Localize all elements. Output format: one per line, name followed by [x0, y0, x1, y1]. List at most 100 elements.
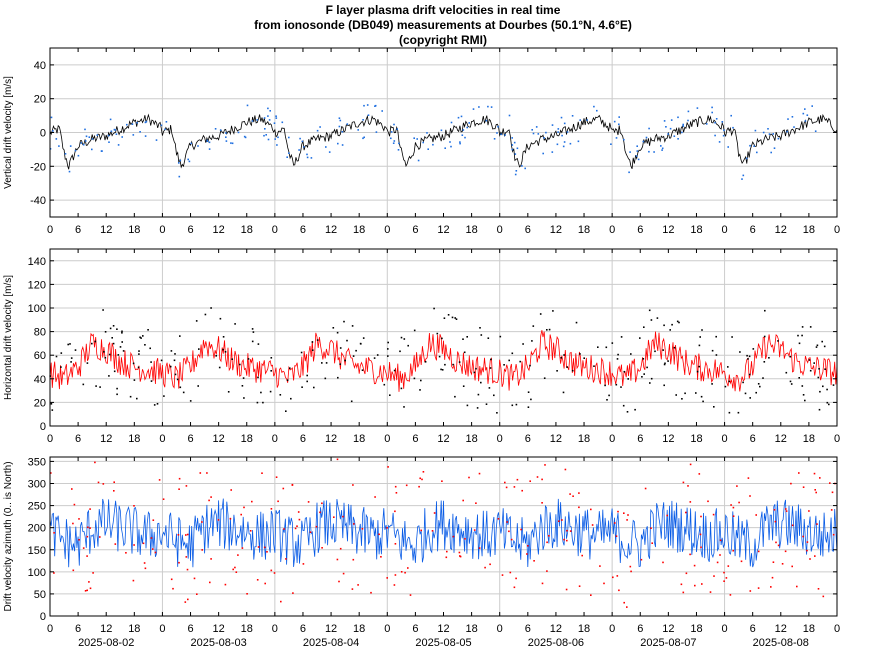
- data-point: [209, 581, 211, 584]
- data-point: [243, 135, 246, 138]
- data-point: [91, 138, 94, 140]
- x-tick-label: 0: [497, 623, 503, 635]
- data-point: [346, 339, 348, 342]
- data-point: [139, 131, 141, 133]
- data-point: [241, 547, 244, 549]
- data-point: [514, 153, 517, 155]
- data-point: [219, 129, 222, 131]
- x-tick-label: 18: [803, 224, 815, 236]
- x-tick-label: 18: [128, 224, 140, 236]
- x-tick-label: 6: [637, 433, 643, 445]
- data-point: [541, 502, 543, 504]
- data-point: [179, 335, 181, 337]
- data-point: [53, 572, 55, 574]
- data-point: [586, 119, 588, 121]
- data-point: [338, 117, 341, 119]
- data-point: [178, 561, 180, 564]
- data-point: [501, 574, 504, 576]
- y-tick-label: 20: [34, 397, 46, 409]
- data-point: [774, 520, 777, 523]
- data-point: [242, 377, 245, 379]
- data-point: [121, 332, 123, 334]
- x-tick-label: 18: [578, 433, 590, 445]
- x-tick-label: 12: [775, 224, 787, 236]
- data-point: [472, 108, 475, 110]
- data-point: [267, 138, 270, 141]
- data-point: [770, 586, 772, 588]
- data-point: [424, 361, 427, 363]
- data-point: [503, 364, 505, 366]
- data-point: [266, 551, 268, 553]
- data-point: [511, 144, 514, 146]
- x-tick-label: 0: [47, 433, 53, 445]
- data-point: [133, 544, 135, 546]
- data-point: [560, 116, 563, 119]
- data-point: [539, 313, 542, 315]
- data-point: [112, 325, 115, 327]
- y-tick-label: 0: [40, 421, 46, 433]
- y-axis-label: Drift velocity azimuth (0.. is North): [3, 461, 14, 611]
- x-tick-label: 12: [437, 224, 449, 236]
- data-point: [747, 477, 750, 479]
- data-point: [395, 492, 398, 494]
- data-point: [477, 393, 480, 396]
- data-point: [767, 128, 769, 130]
- x-tick-label: 18: [241, 623, 253, 635]
- data-point: [319, 126, 321, 128]
- data-point: [227, 391, 230, 393]
- data-point: [267, 107, 269, 110]
- data-point: [359, 342, 362, 345]
- data-point: [557, 131, 559, 133]
- data-point: [826, 401, 829, 404]
- data-point: [626, 519, 628, 521]
- data-point: [70, 361, 72, 363]
- data-point: [86, 535, 89, 538]
- y-tick-label: 150: [28, 545, 46, 557]
- x-tick-label: 0: [497, 224, 503, 236]
- data-point: [490, 358, 492, 361]
- data-point: [336, 458, 339, 461]
- data-point: [499, 335, 502, 338]
- data-point: [102, 483, 105, 485]
- y-tick-label: 50: [34, 589, 46, 601]
- data-point: [762, 131, 765, 134]
- data-point: [748, 355, 751, 358]
- data-point: [562, 391, 565, 394]
- data-point: [828, 403, 830, 406]
- data-point: [521, 489, 523, 492]
- data-point: [752, 348, 755, 350]
- data-point: [197, 385, 199, 387]
- data-point: [785, 371, 788, 374]
- data-point: [257, 546, 260, 548]
- data-point: [275, 476, 278, 478]
- data-point: [497, 125, 499, 128]
- data-point: [678, 321, 680, 324]
- data-point: [145, 120, 148, 123]
- data-point: [89, 508, 91, 510]
- data-point: [163, 395, 165, 397]
- data-point: [462, 129, 465, 131]
- data-point: [822, 595, 825, 598]
- data-point: [468, 476, 470, 479]
- data-point: [306, 374, 308, 377]
- data-point: [606, 399, 608, 401]
- series-line: [49, 498, 838, 568]
- data-point: [350, 400, 353, 403]
- x-tick-label: 6: [525, 433, 531, 445]
- data-point: [746, 354, 748, 357]
- data-point: [817, 376, 820, 379]
- data-point: [251, 120, 254, 122]
- data-point: [154, 551, 157, 554]
- data-point: [487, 105, 489, 108]
- data-point: [174, 353, 176, 355]
- data-point: [747, 358, 749, 360]
- data-point: [764, 309, 766, 312]
- data-point: [656, 317, 659, 319]
- data-point: [513, 486, 516, 488]
- x-tick-label: 6: [637, 224, 643, 236]
- data-point: [67, 343, 69, 346]
- data-point: [579, 119, 581, 121]
- data-point: [179, 159, 182, 162]
- data-point: [725, 577, 728, 579]
- data-point: [617, 353, 619, 356]
